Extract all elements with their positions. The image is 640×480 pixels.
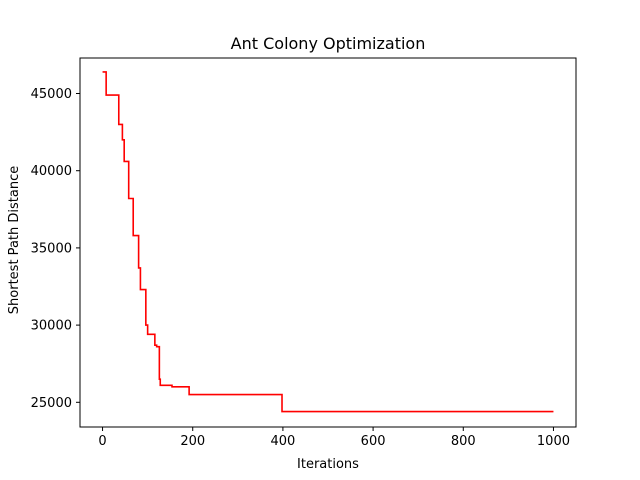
chart-title: Ant Colony Optimization xyxy=(231,34,426,53)
series-line-0 xyxy=(102,71,554,413)
axes-frame xyxy=(79,57,577,428)
x-tick-label: 0 xyxy=(98,434,106,449)
y-tick-label: 45000 xyxy=(31,87,72,102)
y-tick-label: 25000 xyxy=(31,396,72,411)
y-axis-ticks: 25000 30000 35000 40000 45000 xyxy=(31,87,80,411)
x-tick-label: 800 xyxy=(451,434,476,449)
x-axis-ticks: 0 200 400 600 800 1000 xyxy=(98,427,570,449)
y-tick-label: 40000 xyxy=(31,164,72,179)
x-tick-label: 1000 xyxy=(537,434,570,449)
y-axis-label: Shortest Path Distance xyxy=(7,166,22,314)
x-tick-label: 600 xyxy=(361,434,386,449)
plot-area xyxy=(102,71,554,413)
x-tick-label: 200 xyxy=(180,434,205,449)
x-tick-label: 400 xyxy=(270,434,295,449)
x-axis-label: Iterations xyxy=(297,457,359,472)
y-tick-label: 30000 xyxy=(31,319,72,334)
y-tick-label: 35000 xyxy=(31,241,72,256)
